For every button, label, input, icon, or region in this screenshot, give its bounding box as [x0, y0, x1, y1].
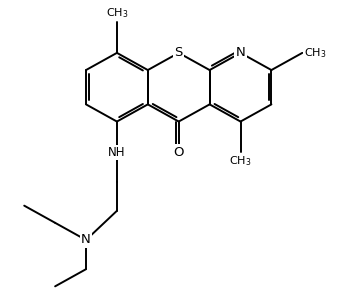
Text: CH$_3$: CH$_3$ — [106, 6, 128, 20]
Text: CH$_3$: CH$_3$ — [229, 154, 252, 168]
Text: NH: NH — [108, 146, 126, 159]
Text: O: O — [173, 146, 184, 159]
Text: N: N — [81, 233, 91, 246]
Text: N: N — [236, 47, 245, 59]
Text: S: S — [175, 47, 183, 59]
Text: CH$_3$: CH$_3$ — [304, 46, 326, 60]
